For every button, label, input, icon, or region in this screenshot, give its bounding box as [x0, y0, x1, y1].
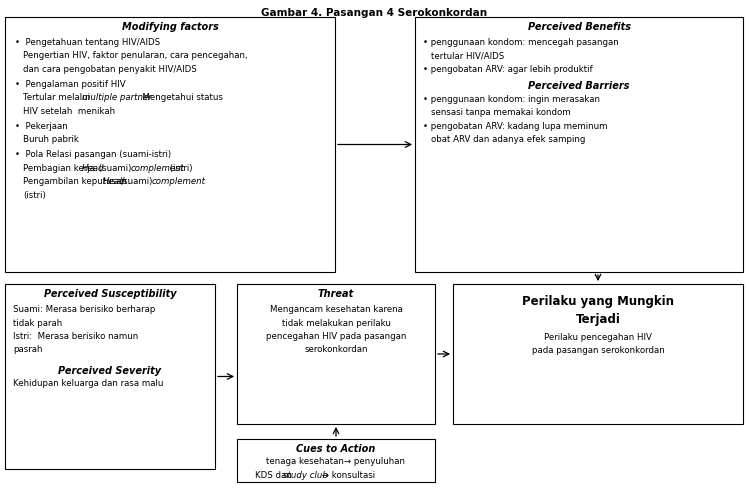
Text: (suami): (suami)	[117, 177, 157, 185]
Text: pasrah: pasrah	[13, 345, 43, 354]
Text: Threat: Threat	[318, 288, 354, 298]
Text: •  Pengalaman positif HIV: • Pengalaman positif HIV	[15, 80, 126, 89]
Text: Mengancam kesehatan karena: Mengancam kesehatan karena	[270, 305, 402, 313]
Bar	[237, 285, 435, 424]
Text: . Mengetahui status: . Mengetahui status	[137, 93, 222, 102]
Text: • pengobatan ARV: agar lebih produktif: • pengobatan ARV: agar lebih produktif	[423, 65, 592, 74]
Text: complement: complement	[130, 163, 184, 172]
Text: •  Pengetahuan tentang HIV/AIDS: • Pengetahuan tentang HIV/AIDS	[15, 38, 160, 47]
Text: Suami: Merasa berisiko berharap: Suami: Merasa berisiko berharap	[13, 305, 155, 313]
Text: Buruh pabrik: Buruh pabrik	[23, 135, 79, 144]
Text: Perceived Severity: Perceived Severity	[58, 365, 162, 375]
Text: Gambar 4. Pasangan 4 Serokonkordan: Gambar 4. Pasangan 4 Serokonkordan	[261, 8, 487, 18]
Text: • penggunaan kondom: ingin merasakan: • penggunaan kondom: ingin merasakan	[423, 95, 600, 103]
Text: • pengobatan ARV: kadang lupa meminum: • pengobatan ARV: kadang lupa meminum	[423, 122, 607, 130]
Text: Istri:  Merasa berisiko namun: Istri: Merasa berisiko namun	[13, 331, 139, 340]
Bar	[5, 285, 215, 469]
Bar	[237, 439, 435, 482]
Text: obat ARV dan adanya efek samping: obat ARV dan adanya efek samping	[431, 135, 586, 144]
Text: Pembagian kerja:: Pembagian kerja:	[23, 163, 100, 172]
Text: KDS dan: KDS dan	[255, 470, 294, 479]
Text: HIV setelah  menikah: HIV setelah menikah	[23, 107, 115, 116]
Text: Terjadi: Terjadi	[575, 312, 620, 325]
Text: Kehidupan keluarga dan rasa malu: Kehidupan keluarga dan rasa malu	[13, 379, 163, 387]
Text: Perceived Susceptibility: Perceived Susceptibility	[43, 288, 176, 298]
Text: tenaga kesehatan→ penyuluhan: tenaga kesehatan→ penyuluhan	[267, 457, 405, 466]
Text: tidak melakukan perilaku: tidak melakukan perilaku	[282, 318, 390, 327]
Bar	[5, 18, 335, 272]
Text: Pengertian HIV, faktor penularan, cara pencegahan,: Pengertian HIV, faktor penularan, cara p…	[23, 51, 248, 61]
Text: (istri): (istri)	[23, 190, 46, 199]
Text: •  Pekerjaan: • Pekerjaan	[15, 122, 67, 130]
Text: Modifying factors: Modifying factors	[121, 22, 219, 32]
Text: Tertular melalui: Tertular melalui	[23, 93, 93, 102]
Text: → konsultasi: → konsultasi	[318, 470, 374, 479]
Text: Perilaku yang Mungkin: Perilaku yang Mungkin	[522, 294, 674, 307]
Text: dan cara pengobatan penyakit HIV/AIDS: dan cara pengobatan penyakit HIV/AIDS	[23, 65, 197, 74]
Text: (suami): (suami)	[96, 163, 137, 172]
Text: complement: complement	[151, 177, 205, 185]
Text: •  Pola Relasi pasangan (suami-istri): • Pola Relasi pasangan (suami-istri)	[15, 150, 171, 159]
Bar	[453, 285, 743, 424]
Text: tertular HIV/AIDS: tertular HIV/AIDS	[431, 51, 504, 61]
Text: Cues to Action: Cues to Action	[297, 443, 376, 453]
Text: Head: Head	[82, 163, 104, 172]
Text: tidak parah: tidak parah	[13, 318, 62, 327]
Text: sensasi tanpa memakai kondom: sensasi tanpa memakai kondom	[431, 108, 571, 117]
Bar	[415, 18, 743, 272]
Text: study club: study club	[282, 470, 327, 479]
Text: Perilaku pencegahan HIV: Perilaku pencegahan HIV	[544, 332, 652, 341]
Text: (istri): (istri)	[166, 163, 192, 172]
Text: Perceived Benefits: Perceived Benefits	[527, 22, 631, 32]
Text: pada pasangan serokonkordan: pada pasangan serokonkordan	[532, 346, 664, 355]
Text: Head: Head	[103, 177, 125, 185]
Text: multiple partner: multiple partner	[82, 93, 151, 102]
Text: Pengambilan keputusan:: Pengambilan keputusan:	[23, 177, 133, 185]
Text: serokonkordan: serokonkordan	[304, 345, 368, 354]
Text: pencegahan HIV pada pasangan: pencegahan HIV pada pasangan	[266, 331, 406, 340]
Text: Perceived Barriers: Perceived Barriers	[528, 81, 630, 91]
Text: • penggunaan kondom: mencegah pasangan: • penggunaan kondom: mencegah pasangan	[423, 38, 619, 47]
